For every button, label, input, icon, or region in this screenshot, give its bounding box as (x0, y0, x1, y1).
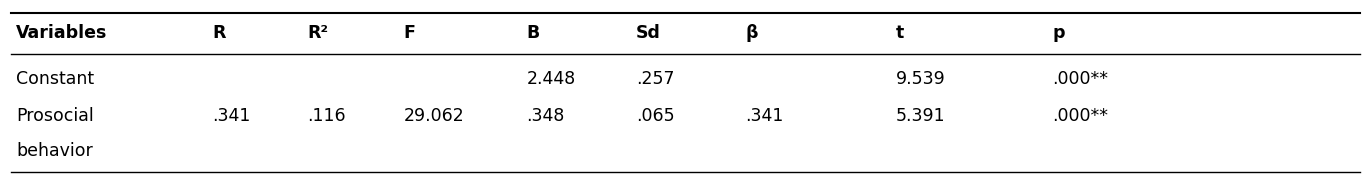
Text: .341: .341 (212, 107, 250, 125)
Text: Constant: Constant (16, 70, 94, 88)
Text: R²: R² (308, 24, 328, 42)
Text: B: B (526, 24, 540, 42)
Text: R: R (212, 24, 226, 42)
Text: .348: .348 (526, 107, 565, 125)
Text: 5.391: 5.391 (895, 107, 945, 125)
Text: 9.539: 9.539 (895, 70, 945, 88)
Text: F: F (403, 24, 416, 42)
Text: behavior: behavior (16, 142, 93, 160)
Text: 2.448: 2.448 (526, 70, 576, 88)
Text: t: t (895, 24, 904, 42)
Text: .000**: .000** (1053, 107, 1109, 125)
Text: .000**: .000** (1053, 70, 1109, 88)
Text: Prosocial: Prosocial (16, 107, 94, 125)
Text: Variables: Variables (16, 24, 108, 42)
Text: .116: .116 (308, 107, 346, 125)
Text: p: p (1053, 24, 1065, 42)
Text: Sd: Sd (636, 24, 660, 42)
Text: β: β (745, 24, 757, 42)
Text: .065: .065 (636, 107, 674, 125)
Text: .257: .257 (636, 70, 674, 88)
Text: .341: .341 (745, 107, 783, 125)
Text: 29.062: 29.062 (403, 107, 463, 125)
